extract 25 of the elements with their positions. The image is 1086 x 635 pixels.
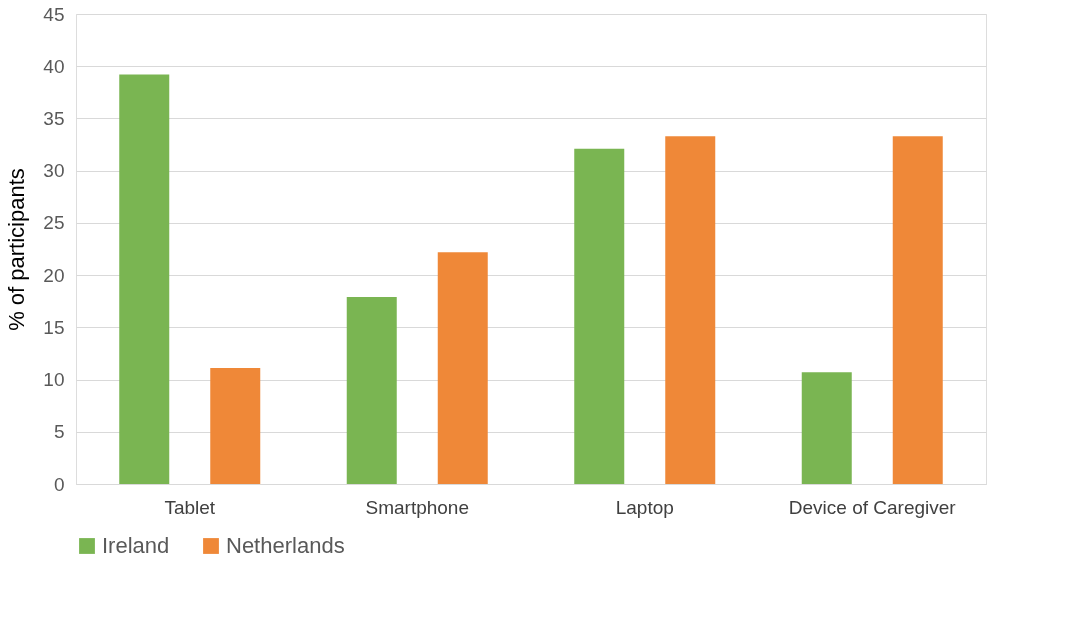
y-tick-label: 45	[43, 3, 65, 25]
x-tick-label: Device of Caregiver	[788, 496, 957, 518]
y-tick-label: 5	[53, 421, 65, 443]
bar	[665, 136, 716, 484]
x-tick-label: Smartphone	[365, 496, 470, 518]
y-tick-label: 40	[43, 55, 65, 77]
x-tick-label: Tablet	[164, 496, 216, 518]
bar	[801, 372, 852, 484]
y-tick-label: 20	[43, 264, 65, 286]
bar	[210, 368, 261, 484]
bar	[437, 252, 488, 484]
legend-label: Netherlands	[226, 533, 345, 558]
y-tick-label: 35	[43, 107, 65, 129]
bar	[119, 74, 170, 484]
bar	[892, 136, 943, 484]
y-tick-label: 30	[43, 160, 65, 182]
x-tick-label: Laptop	[615, 496, 674, 518]
y-tick-label: 0	[53, 473, 65, 495]
y-tick-label: 25	[43, 212, 65, 234]
bar	[574, 148, 625, 484]
bar	[346, 297, 397, 484]
legend-label: Ireland	[102, 533, 170, 558]
y-axis-title: % of participants	[4, 168, 30, 331]
y-tick-label: 15	[43, 316, 65, 338]
y-tick-label: 10	[43, 369, 65, 391]
